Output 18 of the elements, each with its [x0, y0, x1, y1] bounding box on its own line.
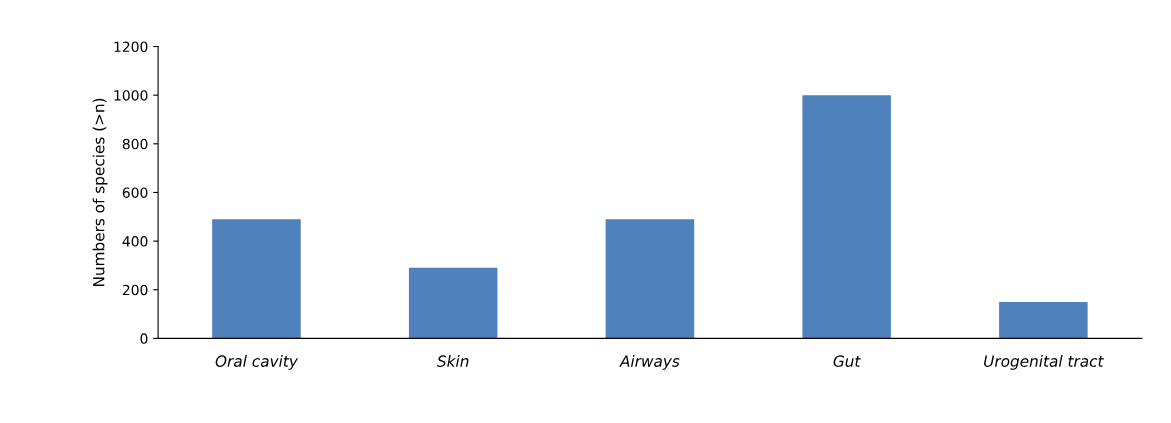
bar: [408, 267, 498, 339]
x-tick-label: Airways: [619, 355, 680, 370]
x-tick-label: Oral cavity: [215, 355, 299, 370]
x-tick-label: Skin: [437, 355, 469, 367]
y-tick-label: 1200: [114, 41, 148, 52]
bar: [802, 95, 891, 339]
bar: [999, 301, 1088, 339]
y-axis-title: Numbers of species (>n): [92, 98, 108, 287]
y-tick-label: 200: [122, 284, 148, 296]
x-tick-label: Urogenital tract: [984, 355, 1104, 370]
bar: [605, 219, 695, 339]
y-tick-label: 400: [122, 236, 148, 247]
y-tick-label: 800: [122, 138, 148, 150]
y-tick-label: 0: [140, 333, 148, 344]
bar: [212, 219, 301, 339]
y-tick-label: 1000: [114, 90, 148, 101]
x-tick-label: Gut: [833, 355, 861, 367]
y-tick-label: 600: [122, 187, 148, 198]
